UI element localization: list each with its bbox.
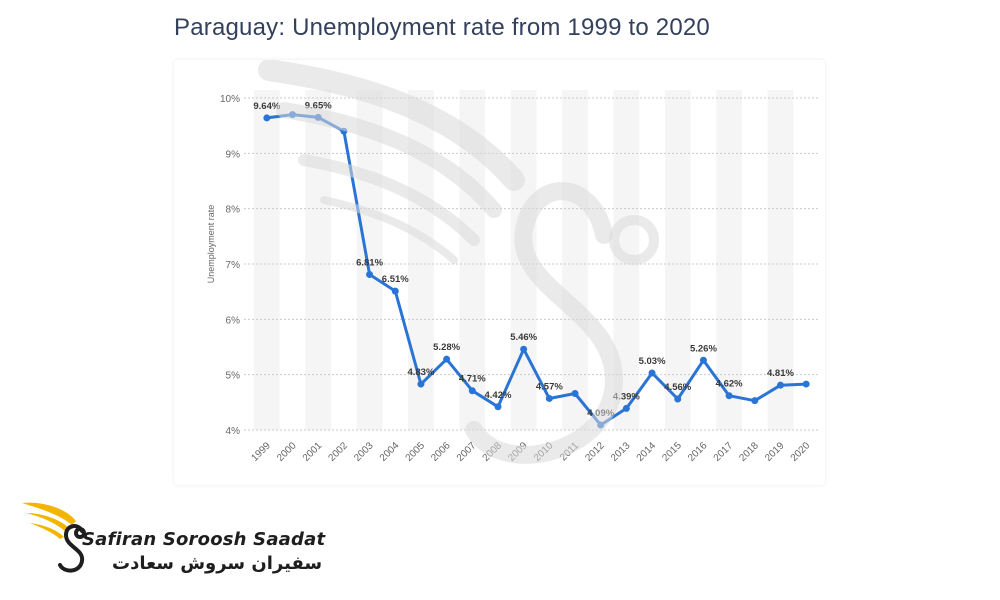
logo-name-persian: سفیران سروش سعادت (112, 553, 323, 574)
y-tick-label: 10% (220, 94, 240, 105)
data-point[interactable] (597, 421, 605, 429)
x-tick-label: 2007 (455, 440, 479, 464)
data-label: 9.64% (253, 101, 280, 112)
x-tick-label: 2003 (352, 440, 376, 464)
data-label: 9.65% (305, 100, 332, 111)
unemployment-line-chart: 4%5%6%7%8%9%10% Unemployment rate 1999 20… (206, 90, 819, 464)
data-point[interactable] (391, 287, 399, 295)
data-point[interactable] (802, 380, 810, 388)
data-label: 4.09% (587, 408, 614, 419)
column-bands (254, 90, 794, 430)
column-band (613, 90, 640, 430)
data-label: 6.81% (356, 258, 383, 269)
data-point[interactable] (494, 403, 502, 411)
data-point[interactable] (776, 381, 784, 389)
logo-bird-icon (22, 502, 86, 573)
data-label: 4.71% (459, 374, 486, 385)
column-band (716, 90, 742, 430)
x-tick-label: 2016 (686, 440, 710, 464)
chart-panel: 4% 5% 6% 7% 8% 9% 10% Unemployment rate 1999 20… (174, 60, 825, 485)
y-tick-label: 8% (226, 205, 241, 216)
x-tick-label: 2010 (532, 440, 556, 464)
data-point[interactable] (443, 355, 451, 363)
data-label: 5.03% (639, 356, 666, 367)
x-tick-label: 2005 (404, 440, 428, 464)
y-tick-label: 6% (226, 315, 241, 326)
x-tick-label: 2009 (506, 440, 530, 464)
data-point[interactable] (751, 397, 759, 405)
x-tick-label: 2004 (378, 440, 402, 464)
data-label: 5.46% (510, 332, 537, 343)
column-band (562, 90, 588, 430)
x-tick-label: 2001 (301, 440, 325, 464)
data-label: 4.42% (485, 390, 512, 401)
x-tick-label: 2019 (763, 440, 787, 464)
column-band (767, 90, 794, 430)
x-tick-label: 2011 (558, 440, 581, 463)
data-point[interactable] (340, 127, 348, 135)
data-point[interactable] (622, 404, 630, 412)
data-point[interactable] (725, 392, 733, 400)
y-tick-label: 5% (226, 371, 241, 382)
data-point[interactable] (674, 395, 682, 403)
data-point[interactable] (571, 389, 579, 397)
x-tick-label: 2018 (737, 440, 761, 464)
column-band (510, 90, 537, 430)
data-point[interactable] (366, 271, 374, 279)
x-tick-label: 2002 (326, 440, 350, 464)
y-tick-label: 9% (226, 149, 241, 160)
data-label: 4.83% (407, 367, 434, 378)
page-title: Paraguay: Unemployment rate from 1999 to… (174, 14, 710, 41)
data-label: 4.56% (664, 382, 691, 393)
data-point[interactable] (417, 380, 425, 388)
data-point[interactable] (545, 394, 553, 402)
y-axis-label: Unemployment rate (206, 205, 216, 284)
x-tick-label: 2013 (609, 440, 633, 464)
data-point[interactable] (468, 387, 476, 395)
x-axis-ticks: 1999 2000 2001 2002 2003 2004 2005 2006 2007 2008… (249, 440, 812, 464)
y-tick-label: 4% (226, 426, 241, 437)
data-label: 4.81% (767, 368, 794, 379)
data-point[interactable] (314, 113, 322, 121)
x-tick-label: 2017 (712, 440, 736, 464)
x-tick-label: 2006 (429, 440, 453, 464)
data-point[interactable] (263, 114, 271, 122)
y-tick-label: 7% (226, 260, 241, 271)
column-band (664, 90, 691, 430)
data-point[interactable] (520, 345, 528, 353)
column-band (254, 90, 280, 430)
data-label: 6.51% (382, 274, 409, 285)
y-axis-ticks: 4% 5% 6% 7% 8% 9% 10% (220, 94, 240, 437)
logo-name: Safiran Soroosh Saadat (82, 529, 326, 550)
data-label: 5.26% (690, 343, 717, 354)
data-point[interactable] (289, 111, 297, 119)
x-tick-label: 2008 (481, 440, 505, 464)
x-tick-label: 2000 (275, 440, 299, 464)
x-tick-label: 2014 (635, 440, 659, 464)
data-label: 4.39% (613, 391, 640, 402)
data-point[interactable] (699, 356, 707, 364)
x-tick-label: 2015 (660, 440, 684, 464)
x-tick-label: 2012 (583, 440, 607, 464)
x-tick-label: 2020 (789, 440, 813, 464)
data-label: 5.28% (433, 342, 460, 353)
company-logo: Safiran Soroosh Saadat سفیران سروش سعادت (20, 495, 325, 580)
data-label: 4.62% (716, 379, 743, 390)
data-label: 4.57% (536, 381, 563, 392)
x-tick-label: 1999 (249, 440, 273, 464)
column-band (305, 90, 332, 430)
data-point[interactable] (648, 369, 656, 377)
